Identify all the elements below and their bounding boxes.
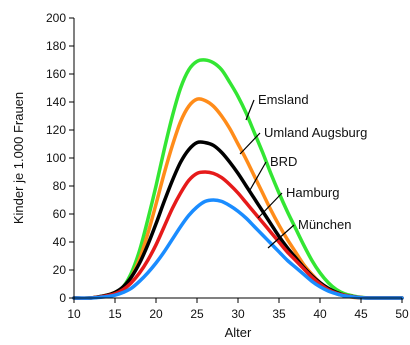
x-tick-label: 50 [395,307,409,321]
series-leader-umland-augsburg [239,132,261,155]
x-tick-label: 35 [272,307,286,321]
y-tick-label: 200 [46,11,66,25]
y-tick-label: 80 [53,179,67,193]
series-label-umland-augsburg: Umland Augsburg [264,125,367,140]
series-label-emsland: Emsland [258,92,309,107]
series-line-brd [72,140,404,300]
y-tick-label: 120 [46,123,66,137]
series-label-m-nchen: München [298,217,351,232]
series-label-brd: BRD [270,154,297,169]
x-axis-label: Alter [225,325,252,340]
y-tick-label: 160 [46,67,66,81]
series-lines [72,58,404,300]
series-leaders [239,99,295,249]
y-tick-label: 140 [46,95,66,109]
y-tick-label: 0 [59,291,66,305]
x-tick-label: 40 [313,307,327,321]
series-leader-hamburg [257,192,283,219]
x-tick-label: 10 [67,307,81,321]
x-tick-label: 45 [354,307,368,321]
y-tick-label: 180 [46,39,66,53]
series-line-hamburg [72,170,404,300]
x-tick-label: 25 [190,307,204,321]
series-leader-m-nchen [267,224,295,249]
x-tick-label: 15 [108,307,122,321]
x-tick-label: 30 [231,307,245,321]
y-tick-label: 60 [53,207,67,221]
y-axis: 0 20 40 60 80 100 120 140 160 180 200 [46,11,75,305]
x-axis: 10 15 20 25 30 35 40 45 50 [67,297,409,321]
x-tick-label: 20 [149,307,163,321]
y-axis-label: Kinder je 1.000 Frauen [11,92,26,224]
series-leader-brd [249,161,267,191]
y-tick-label: 40 [53,235,67,249]
series-labels: Emsland Umland Augsburg BRD Hamburg München [258,92,367,232]
series-line-m-nchen [72,198,404,300]
y-tick-label: 100 [46,151,66,165]
series-line-emsland [72,58,404,300]
series-leader-emsland [245,99,255,121]
y-tick-label: 20 [53,263,67,277]
series-label-hamburg: Hamburg [286,185,339,200]
